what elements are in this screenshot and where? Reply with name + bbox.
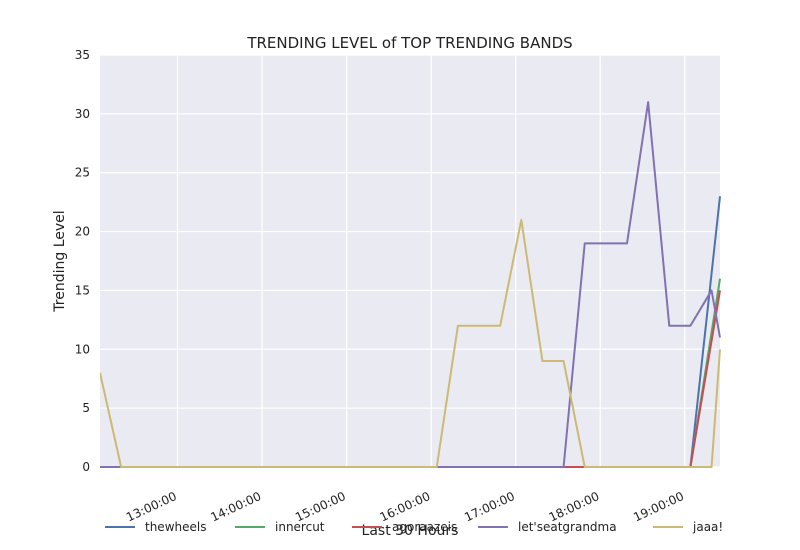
legend-label: jaaa!	[692, 520, 723, 534]
series-layer	[100, 101, 721, 468]
y-tick-label: 25	[75, 166, 90, 180]
y-tick-label: 35	[75, 48, 90, 62]
x-tick-label: 19:00:00	[631, 489, 686, 524]
legend-label: thewheels	[145, 520, 206, 534]
y-tick-label: 10	[75, 342, 90, 356]
x-axis-label: Last 30 Hours	[362, 523, 459, 539]
y-axis: 0 5 10 15 20 25 30 35	[75, 48, 90, 474]
y-tick-label: 15	[75, 283, 90, 297]
grid	[100, 54, 720, 468]
legend-label: innercut	[275, 520, 325, 534]
x-tick-label: 17:00:00	[462, 489, 517, 524]
y-axis-label: Trending Level	[52, 210, 68, 312]
y-tick-label: 30	[75, 107, 90, 121]
x-tick-label: 14:00:00	[209, 489, 264, 524]
series-line	[100, 101, 721, 468]
y-tick-label: 0	[82, 460, 90, 474]
series-line	[100, 218, 721, 468]
y-tick-label: 5	[82, 401, 90, 415]
legend: thewheels innercut agoraazeis let'seatgrand…	[105, 520, 723, 534]
chart-title: TRENDING LEVEL of TOP TRENDING BANDS	[246, 34, 572, 52]
y-tick-label: 20	[75, 225, 90, 239]
legend-label: let'seatgrandma	[518, 520, 617, 534]
plot-area	[100, 55, 720, 467]
legend-label: agoraazeis	[392, 520, 457, 534]
